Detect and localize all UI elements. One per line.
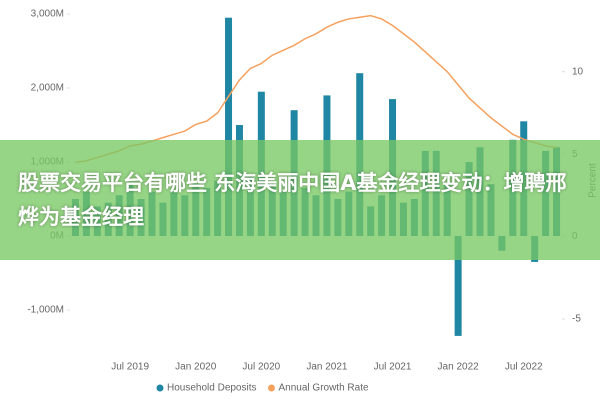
x-tick-label: Jan 2020 — [175, 362, 217, 373]
bar — [454, 236, 462, 336]
banner: 股票交易平台有哪些 东海美丽中国A基金经理变动：增聘邢烨为基金经理 — [0, 140, 600, 260]
y-tick-label: -1,000M — [27, 305, 64, 316]
x-tick-label: Jul 2021 — [374, 362, 412, 373]
x-tick-label: Jul 2019 — [111, 362, 149, 373]
legend-marker — [268, 384, 275, 392]
y2-tick-label: -5 — [572, 314, 581, 325]
legend-marker — [156, 384, 164, 392]
y-tick-label: 3,000M — [31, 9, 64, 20]
x-tick-label: Jan 2022 — [438, 362, 480, 373]
x-tick-label: Jan 2021 — [306, 362, 348, 373]
y2-tick-label: 10 — [572, 66, 584, 77]
x-tick-label: Jul 2020 — [242, 362, 280, 373]
line — [75, 14, 557, 164]
legend-label: Household Deposits — [167, 383, 257, 394]
bar — [225, 17, 233, 237]
legend-label: Annual Growth Rate — [279, 383, 369, 394]
x-tick-label: Jul 2022 — [505, 362, 543, 373]
y-tick-label: 2,000M — [31, 83, 64, 94]
